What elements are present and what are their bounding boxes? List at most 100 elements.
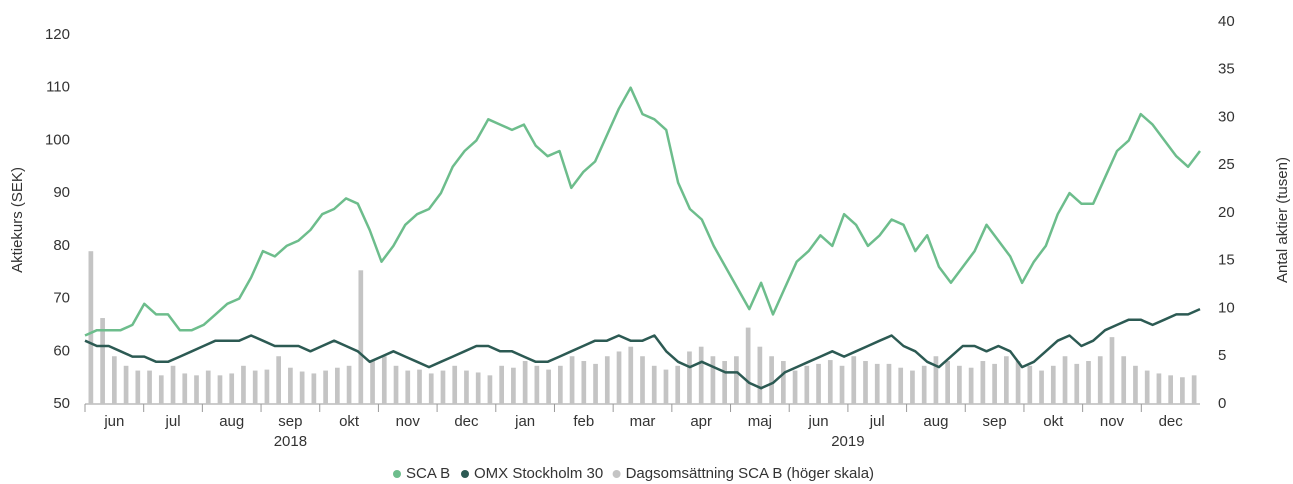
volume-bar [1050, 365, 1056, 404]
x-tick-label: dec [1159, 413, 1184, 430]
volume-bar [311, 373, 317, 404]
volume-bar [863, 361, 868, 404]
volume-bar [1133, 365, 1138, 404]
x-tick-label: jun [103, 413, 124, 430]
x-tick-label: maj [748, 413, 772, 430]
y2-tick-label: 0 [1218, 395, 1226, 412]
x-tick-label: jun [808, 413, 829, 430]
volume-bar [839, 365, 845, 404]
y2-tick-label: 35 [1218, 61, 1235, 78]
x-tick-label: sep [278, 413, 302, 430]
volume-bar [557, 365, 563, 404]
volume-bar [780, 361, 786, 404]
x-tick-label: jul [869, 413, 885, 430]
volume-bar [898, 367, 904, 404]
volume-bar [288, 367, 293, 404]
y2-tick-label: 15 [1218, 252, 1235, 269]
x-tick-label: aug [219, 413, 244, 430]
volume-bar [604, 356, 610, 404]
volume-bar [675, 365, 681, 404]
y-axis-label: Aktiekurs (SEK) [9, 167, 26, 273]
x-tick-label: mar [630, 413, 656, 430]
volume-bar [123, 365, 129, 404]
y2-tick-label: 25 [1218, 156, 1235, 173]
volume-bar [1168, 375, 1174, 404]
x-tick-label: jan [514, 413, 535, 430]
volume-bar [593, 363, 598, 404]
volume-bar [992, 363, 997, 404]
x-tick-label: okt [339, 413, 360, 430]
volume-bar [452, 365, 458, 404]
y2-tick-label: 30 [1218, 108, 1235, 125]
volume-bar [241, 365, 246, 404]
volume-bar [687, 351, 692, 404]
x-tick-label: feb [573, 413, 594, 430]
y2-tick-label: 10 [1218, 299, 1235, 316]
volume-bar [651, 365, 657, 404]
volume-bar [428, 373, 434, 404]
volume-bar [393, 365, 399, 404]
volume-bar [1086, 361, 1091, 404]
volume-bar [205, 370, 211, 404]
volume-bar [381, 356, 387, 404]
volume-bar [487, 375, 493, 404]
volume-bar [475, 372, 481, 404]
series-line [84, 307, 1201, 390]
volume-bar [100, 318, 105, 404]
volume-bar [1003, 356, 1009, 404]
volume-bar [804, 365, 810, 404]
volume-bar [769, 356, 774, 404]
volume-bar [1109, 337, 1115, 404]
x-tick-label: apr [690, 413, 712, 430]
y-tick-label: 120 [45, 26, 70, 43]
y2-tick-label: 20 [1218, 204, 1235, 221]
volume-bar [945, 361, 951, 404]
volume-bar [370, 361, 375, 404]
volume-bar [1180, 377, 1185, 404]
y-tick-label: 60 [53, 342, 70, 359]
volume-bar [499, 365, 505, 404]
volume-bar [1156, 373, 1162, 404]
volume-bar [147, 370, 152, 404]
volume-bar [1062, 356, 1068, 404]
x-tick-label: jul [165, 413, 181, 430]
volume-bar [534, 365, 540, 404]
x-tick-label: nov [1100, 413, 1125, 430]
y2-axis-label: Antal aktier (tusen) [1274, 157, 1291, 283]
volume-bar [722, 361, 728, 404]
volume-bar [1144, 370, 1150, 404]
volume-bar [323, 370, 328, 404]
legend-label: Dagsomsättning SCA B (höger skala) [626, 465, 874, 482]
x-tick-label: okt [1043, 413, 1064, 430]
volume-bar [663, 369, 669, 404]
volume-bar [405, 370, 411, 404]
volume-bar [417, 369, 422, 404]
volume-bar [299, 371, 305, 404]
y-tick-label: 100 [45, 131, 70, 148]
legend-marker [461, 470, 469, 478]
volume-bar [464, 370, 469, 404]
volume-bar [734, 356, 739, 404]
volume-bar [710, 356, 716, 404]
volume-bar [581, 361, 587, 404]
volume-bar [264, 369, 270, 404]
volume-bar [827, 360, 833, 404]
volume-bar [640, 356, 645, 404]
volume-bar [745, 327, 751, 404]
volume-bar [698, 346, 704, 404]
volume-bar [851, 356, 857, 404]
x-tick-label: aug [923, 413, 948, 430]
y-tick-label: 70 [53, 290, 70, 307]
x-tick-label: dec [454, 413, 479, 430]
volume-bar [346, 365, 352, 404]
volume-bar [170, 365, 176, 404]
volume-bar [135, 370, 141, 404]
volume-bar [921, 365, 927, 404]
legend-marker [393, 470, 401, 478]
y-tick-label: 50 [53, 395, 70, 412]
volume-bar [229, 373, 235, 404]
volume-bar [910, 370, 915, 404]
volume-bar [522, 361, 528, 404]
volume-bar [628, 346, 634, 404]
volume-bar [569, 356, 575, 404]
